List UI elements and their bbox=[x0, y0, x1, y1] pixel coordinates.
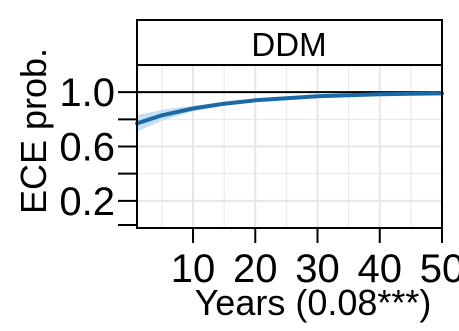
series-line bbox=[135, 91, 444, 126]
strip-box bbox=[136, 19, 443, 66]
y-tick-label: 1.0 bbox=[59, 71, 115, 115]
x-tick-label: 50 bbox=[420, 247, 459, 291]
x-tick-label: 40 bbox=[358, 247, 403, 291]
y-axis-title: ECE prob. bbox=[13, 48, 54, 214]
x-axis-title: Years (0.08***) bbox=[195, 282, 432, 323]
y-tick-label: 0.2 bbox=[59, 180, 115, 224]
x-tick-label: 30 bbox=[295, 247, 340, 291]
y-axis: 0.2 0.6 1.0 bbox=[59, 71, 137, 226]
x-tick-label: 10 bbox=[171, 247, 216, 291]
x-tick-label: 20 bbox=[233, 247, 278, 291]
y-tick-label: 0.6 bbox=[59, 126, 115, 170]
x-axis: 10 20 30 40 50 bbox=[171, 228, 459, 291]
panel-title: DDM bbox=[251, 26, 326, 63]
